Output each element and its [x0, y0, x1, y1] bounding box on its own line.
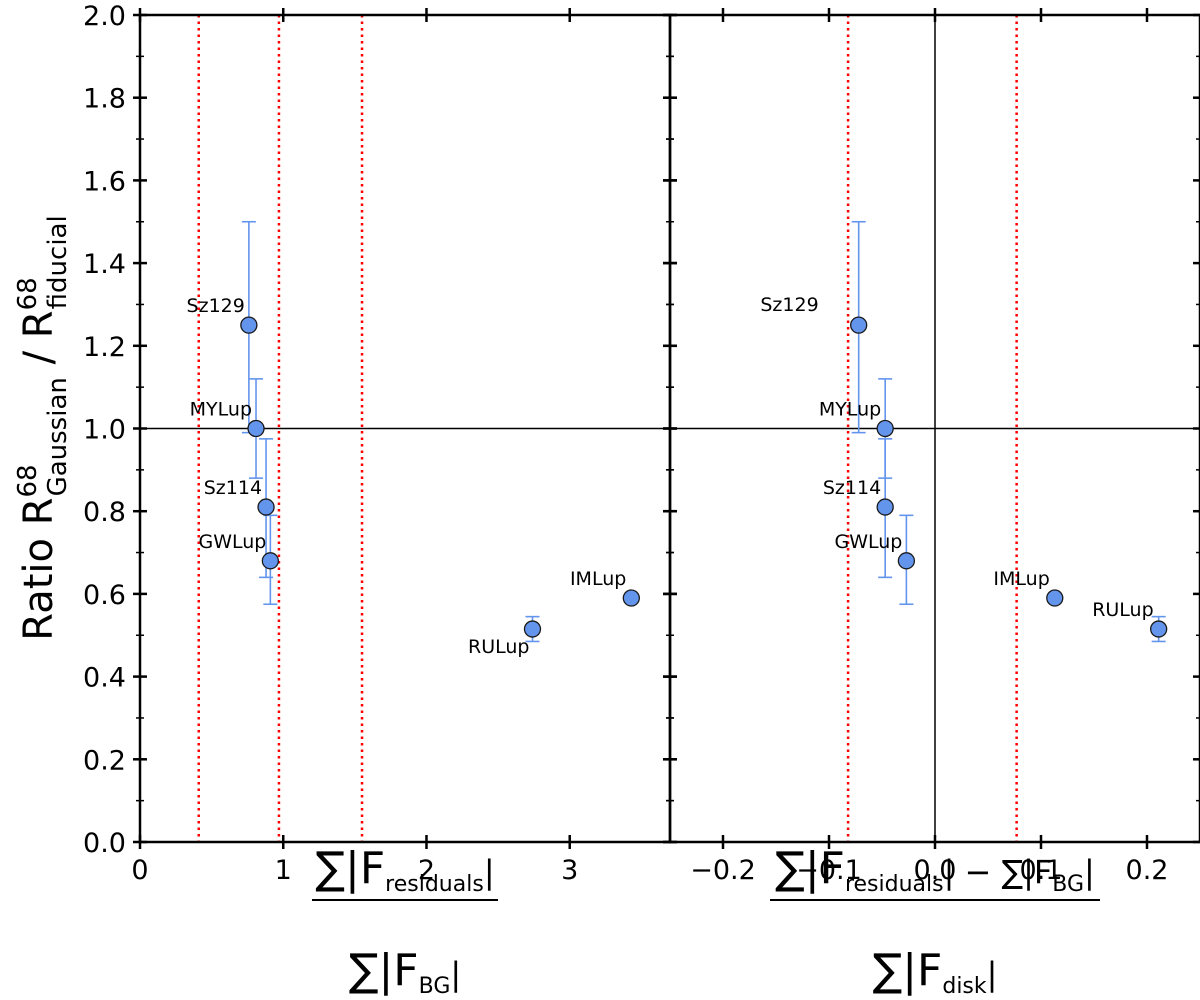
- left-point-rulup: [523, 620, 542, 638]
- left-point-imlup: [622, 589, 640, 607]
- left-point-mylup: [247, 419, 265, 438]
- right-point-mylup: [876, 419, 894, 438]
- y-tick-label: 0.4: [83, 663, 126, 694]
- y-axis-label: Ratio R68Gaussian / R68fiducial: [13, 215, 73, 640]
- y-tick-label: 1.6: [83, 166, 126, 197]
- y-tick-label: 0.6: [83, 580, 126, 611]
- right-panel: Sz129 MYLup Sz114 GWLup IMLup RULup −0.2 −0.1 0.…: [663, 8, 1200, 886]
- left-x-tick-label: 1: [275, 855, 292, 886]
- y-tick-label: 0.0: [83, 828, 126, 859]
- y-tick-label: 0.8: [83, 497, 126, 528]
- right-point-imlup: [1046, 589, 1064, 607]
- left-point-sz114: [257, 498, 275, 516]
- left-point-label: GWLup: [198, 531, 266, 553]
- left-x-tick-label: 2: [418, 855, 435, 886]
- right-point-label: IMLup: [993, 568, 1049, 590]
- right-xlabel-denominator: ∑|Fdisk|: [873, 945, 998, 999]
- right-point-label: MYLup: [819, 399, 881, 421]
- left-xlabel-denominator: ∑|FBG|: [349, 945, 461, 999]
- right-x-axis-label: ∑|Fresiduals| − ∑|FBG| ∑|Fdisk|: [770, 843, 1100, 999]
- right-x-tick-label: 0.1: [1020, 855, 1063, 886]
- right-point-rulup: [1150, 620, 1168, 638]
- left-point-sz129: [240, 316, 258, 334]
- right-point-gwlup: [897, 552, 916, 570]
- y-tick-label: 2.0: [83, 1, 126, 32]
- right-xlabel-numerator: ∑|Fresiduals| − ∑|FBG|: [775, 843, 1095, 897]
- right-x-tick-label: −0.1: [796, 855, 862, 886]
- left-x-axis-label: ∑|Fresiduals| ∑|FBG|: [312, 843, 498, 999]
- right-point-label: Sz114: [823, 477, 881, 499]
- y-tick-label: 0.2: [83, 745, 126, 776]
- left-point-label: MYLup: [190, 399, 252, 421]
- left-point-gwlup: [261, 552, 280, 570]
- left-point-label: IMLup: [570, 568, 626, 590]
- left-point-label: RULup: [468, 636, 529, 658]
- right-point-label: Sz129: [760, 294, 818, 316]
- y-tick-label: 1.8: [83, 84, 126, 115]
- left-panel: Sz129 MYLup Sz114 GWLup RULup IMLup 0.0 0.2 0.4 0…: [83, 1, 677, 886]
- y-tick-label: 1.4: [83, 249, 126, 280]
- y-tick-label: 1.2: [83, 332, 126, 363]
- right-x-tick-label: −0.2: [690, 855, 756, 886]
- y-tick-label: 1.0: [83, 415, 126, 446]
- right-point-label: RULup: [1092, 599, 1153, 621]
- right-point-sz114: [876, 498, 894, 516]
- right-x-tick-label: 0.0: [914, 855, 957, 886]
- left-point-label: Sz114: [204, 477, 262, 499]
- left-x-tick-label: 0: [131, 855, 148, 886]
- left-x-tick-label: 3: [561, 855, 578, 886]
- right-point-label: GWLup: [835, 531, 903, 553]
- right-x-tick-label: 0.2: [1126, 855, 1169, 886]
- left-point-label: Sz129: [187, 295, 245, 317]
- left-xlabel-numerator: ∑|Fresiduals|: [315, 843, 494, 897]
- right-point-sz129: [850, 316, 868, 334]
